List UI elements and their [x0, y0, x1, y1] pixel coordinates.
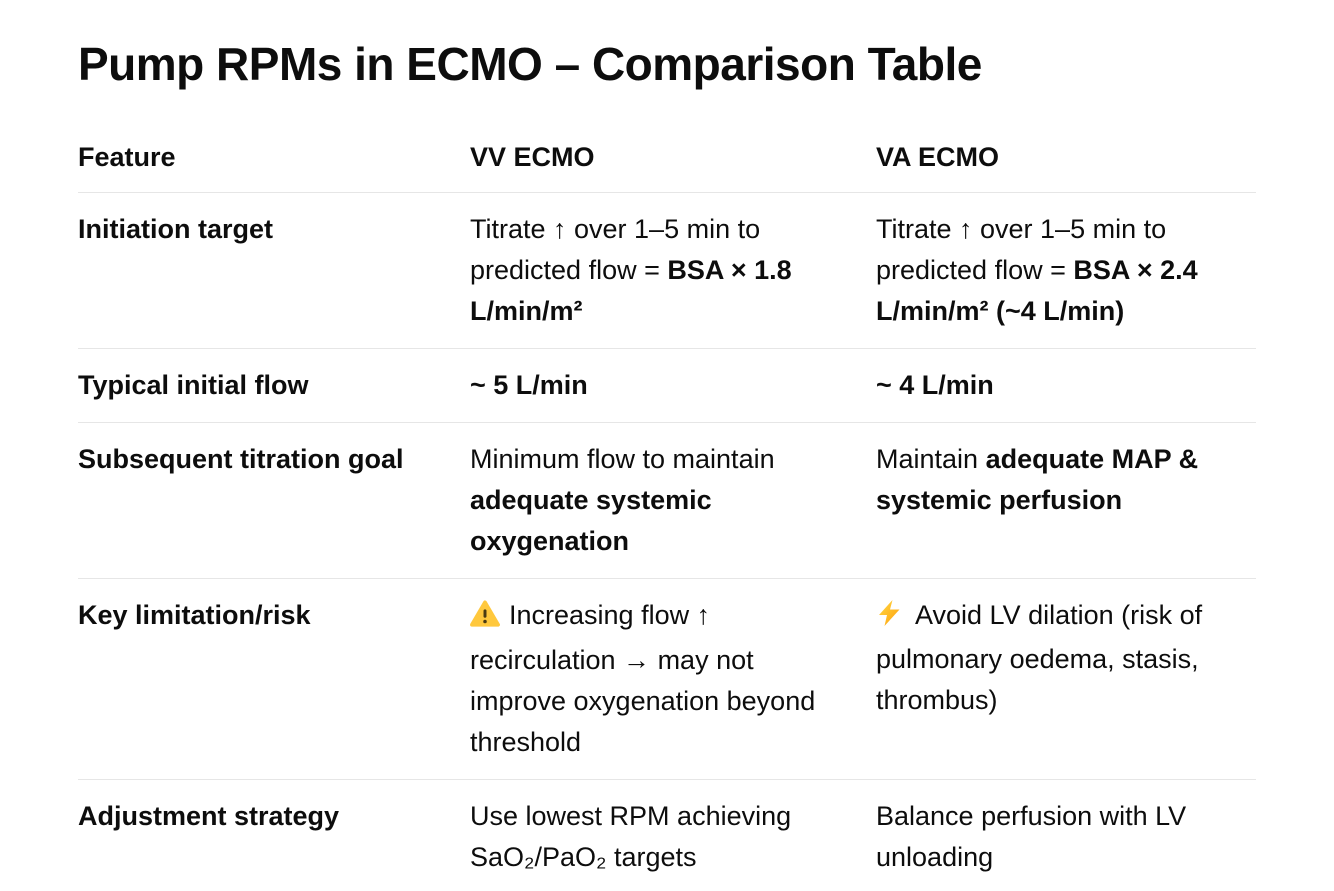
row-label-subsequent-titration-goal: Subsequent titration goal: [78, 423, 470, 579]
cell-va-adjustment-strategy: Balance perfusion with LV unloading: [876, 780, 1256, 891]
row-label-key-limitation-risk: Key limitation/risk: [78, 579, 470, 780]
cell-text: Use lowest RPM achieving SaO₂/PaO₂ targe…: [470, 800, 792, 872]
cell-va-initiation-target: Titrate ↑ over 1–5 min to predicted flow…: [876, 193, 1256, 349]
cell-text: Maintain: [876, 443, 986, 474]
cell-vv-adjustment-strategy: Use lowest RPM achieving SaO₂/PaO₂ targe…: [470, 780, 876, 891]
page-title: Pump RPMs in ECMO – Comparison Table: [78, 38, 982, 90]
cell-va-key-limitation-risk: Avoid LV dilation (risk of pulmonary oed…: [876, 579, 1256, 780]
warning-icon: [470, 599, 500, 640]
cell-text-bold: BSA × 1.8 L/min/m²: [470, 254, 792, 326]
column-header-va-ecmo: VA ECMO: [876, 137, 1256, 193]
row-label-initiation-target: Initiation target: [78, 193, 470, 349]
cell-text-bold: ~ 5 L/min: [470, 369, 588, 400]
row-label-typical-initial-flow: Typical initial flow: [78, 349, 470, 423]
column-header-vv-ecmo: VV ECMO: [470, 137, 876, 193]
cell-text: Titrate ↑ over 1–5 min to predicted flow…: [470, 213, 761, 285]
row-label-adjustment-strategy: Adjustment strategy: [78, 800, 340, 831]
cell-va-typical-initial-flow: ~ 4 L/min: [876, 349, 1256, 423]
cell-vv-initiation-target: Titrate ↑ over 1–5 min to predicted flow…: [470, 193, 876, 349]
column-header-feature: Feature: [78, 137, 470, 193]
lightning-icon: [876, 598, 902, 639]
cell-va-subsequent-titration-goal: Maintain adequate MAP & systemic perfusi…: [876, 423, 1256, 579]
cell-vv-typical-initial-flow: ~ 5 L/min: [470, 349, 876, 423]
cell-vv-key-limitation-risk: Increasing flow ↑ recirculation → may no…: [470, 579, 876, 780]
cell-text: Minimum flow to maintain: [470, 443, 775, 474]
cell-text-bold: adequate systemic oxygenation: [470, 484, 712, 556]
cell-text: Increasing flow ↑ recirculation → may no…: [470, 599, 816, 757]
comparison-table: Feature VV ECMO VA ECMO Initiation targe…: [78, 137, 1256, 891]
cell-text: Titrate ↑ over 1–5 min to predicted flow…: [876, 213, 1167, 285]
cell-text: Avoid LV dilation (risk of pulmonary oed…: [876, 599, 1203, 715]
cell-text-bold: adequate MAP & systemic perfusion: [876, 443, 1199, 515]
cell-vv-subsequent-titration-goal: Minimum flow to maintain adequate system…: [470, 423, 876, 579]
cell-text: Balance perfusion with LV unloading: [876, 800, 1187, 872]
cell-text-bold: ~ 4 L/min: [876, 369, 994, 400]
cell-text-bold: BSA × 2.4 L/min/m² (~4 L/min): [876, 254, 1198, 326]
